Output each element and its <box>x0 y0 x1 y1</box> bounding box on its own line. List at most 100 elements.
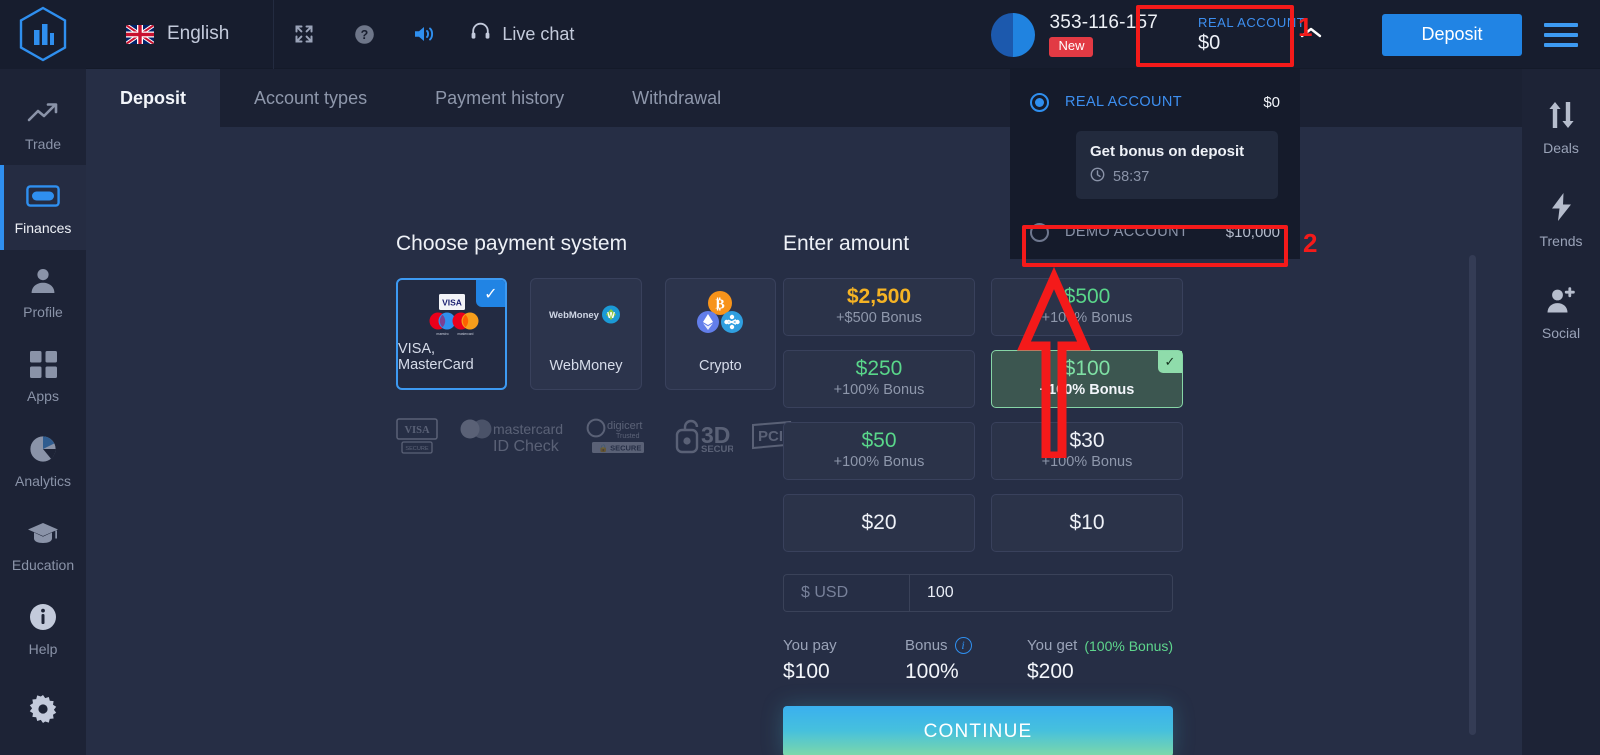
payment-method-label: VISA, MasterCard <box>398 341 474 373</box>
dropdown-option-real-account[interactable]: REAL ACCOUNT $0 <box>1010 83 1300 121</box>
avatar[interactable] <box>991 12 1036 57</box>
payment-method-crypto[interactable]: ₿ Crypto <box>664 278 776 390</box>
amount-option-30[interactable]: $30 +100% Bonus <box>991 422 1183 480</box>
amount-input[interactable] <box>909 574 1173 612</box>
sidebar-item-label: Apps <box>27 388 59 405</box>
summary-label: You pay <box>783 637 837 654</box>
sidebar-item-trade[interactable]: Trade <box>0 81 86 165</box>
bonus-title: Get bonus on deposit <box>1090 143 1245 160</box>
sidebar-item-label: Deals <box>1543 140 1579 156</box>
payment-system-section: Choose payment system VISA maestro <box>396 232 823 459</box>
headset-icon <box>470 21 491 47</box>
tab-account-types[interactable]: Account types <box>254 87 368 108</box>
hamburger-menu-button[interactable] <box>1522 0 1600 69</box>
uk-flag-icon <box>126 24 154 44</box>
sidebar-item-profile[interactable]: Profile <box>0 250 86 334</box>
summary-label-text: Bonus <box>905 637 948 654</box>
sidebar-item-finances[interactable]: Finances <box>0 165 86 250</box>
dropdown-option-demo-account[interactable]: DEMO ACCOUNT $10,000 <box>1010 213 1300 251</box>
section-title-amount: Enter amount <box>783 232 910 255</box>
tab-withdrawal[interactable]: Withdrawal <box>632 87 722 108</box>
account-dropdown: REAL ACCOUNT $0 Get bonus on deposit 58:… <box>1010 69 1300 259</box>
live-chat-label: Live chat <box>502 23 575 44</box>
deposit-button[interactable]: Deposit <box>1382 13 1522 56</box>
amount-value: $2,500 <box>846 285 912 309</box>
continue-button[interactable]: CONTINUE <box>783 706 1173 755</box>
payment-method-label: WebMoney <box>549 358 623 374</box>
top-bar: English ? <box>0 0 1600 69</box>
amount-option-100[interactable]: ✓ $100 +100% Bonus <box>991 350 1183 408</box>
app-logo[interactable] <box>0 0 86 69</box>
lightning-bolt-icon <box>1551 193 1572 224</box>
summary-label: You get (100% Bonus) <box>1027 637 1183 654</box>
dropdown-option-balance: $10,000 <box>1225 223 1280 241</box>
svg-text:🔒 SECURE: 🔒 SECURE <box>599 444 642 453</box>
digicert-trusted-secure-badge: digicert Trusted 🔒 SECURE <box>586 418 652 459</box>
scrollbar[interactable] <box>1469 255 1476 735</box>
mastercard-id-check-badge: mastercard ID Check <box>457 418 567 459</box>
annotation-marker-1: 1 <box>1298 12 1313 42</box>
fullscreen-icon[interactable] <box>274 0 334 69</box>
sidebar-item-settings[interactable] <box>0 671 86 755</box>
section-title-payment: Choose payment system <box>396 232 628 255</box>
amount-bonus: +100% Bonus <box>833 382 925 399</box>
bonus-card[interactable]: Get bonus on deposit 58:37 <box>1076 131 1278 199</box>
amount-option-50[interactable]: $50 +100% Bonus <box>783 422 975 480</box>
currency-label: $ USD <box>783 574 909 612</box>
radio-selected-icon <box>1030 92 1049 112</box>
question-circle-icon[interactable]: ? <box>334 0 394 69</box>
svg-text:WebMoney: WebMoney <box>549 310 600 321</box>
info-circle-icon[interactable]: i <box>954 637 972 654</box>
account-switcher[interactable]: REAL ACCOUNT $0 <box>1184 7 1342 62</box>
amount-input-row: $ USD <box>783 574 1173 612</box>
amount-bonus: +100% Bonus <box>1041 310 1133 327</box>
sidebar-item-education[interactable]: Education <box>0 502 86 586</box>
left-sidebar: Trade Finances Profile <box>0 69 86 755</box>
summary-row: You pay $100 Bonus i 100% You get (10 <box>783 637 1183 684</box>
account-id: 353-116-157 <box>1049 12 1158 34</box>
amount-option-250[interactable]: $250 +100% Bonus <box>783 350 975 408</box>
live-chat-button[interactable]: Live chat <box>470 0 574 69</box>
svg-text:W: W <box>607 311 615 320</box>
sidebar-item-help[interactable]: Help <box>0 587 86 671</box>
payment-method-label: Crypto <box>698 358 742 374</box>
amount-option-2500[interactable]: $2,500 +$500 Bonus <box>783 278 975 336</box>
summary-value: $100 <box>783 660 830 683</box>
sidebar-item-trends[interactable]: Trends <box>1522 175 1600 267</box>
amount-option-500[interactable]: $500 +100% Bonus <box>991 278 1183 336</box>
dropdown-option-label: REAL ACCOUNT <box>1065 94 1183 110</box>
amount-value: $50 <box>861 429 897 453</box>
sidebar-item-deals[interactable]: Deals <box>1522 83 1600 175</box>
3d-secure-badge: 3D SECURE <box>671 418 741 459</box>
tab-deposit[interactable]: Deposit <box>86 69 221 127</box>
security-badges: VISA SECURE mastercard ID Check <box>396 418 823 459</box>
amount-option-20[interactable]: $20 <box>783 494 975 552</box>
deposit-content: Choose payment system VISA maestro <box>86 127 1522 755</box>
svg-text:maestro: maestro <box>436 332 448 336</box>
check-icon: ✓ <box>476 280 506 307</box>
top-icon-group: ? Live chat <box>274 0 574 69</box>
speaker-icon[interactable] <box>394 0 454 69</box>
language-selector[interactable]: English <box>86 0 229 69</box>
divider <box>273 0 275 69</box>
payment-method-visa-mastercard[interactable]: VISA maestro mastercard ✓ VISA, MasterCa… <box>396 278 508 390</box>
payment-method-webmoney[interactable]: WebMoney W WebMoney <box>530 278 642 390</box>
person-icon <box>29 263 57 297</box>
annotation-marker-2: 2 <box>1303 228 1318 258</box>
right-sidebar: Deals Trends Social <box>1522 69 1600 755</box>
sidebar-item-apps[interactable]: Apps <box>0 334 86 418</box>
sidebar-item-social[interactable]: Social <box>1522 267 1600 359</box>
amount-value: $30 <box>1069 429 1105 453</box>
sidebar-item-label: Trends <box>1539 233 1583 249</box>
gear-icon <box>29 692 57 726</box>
sidebar-item-analytics[interactable]: Analytics <box>0 418 86 502</box>
summary-bonus-percent: (100% Bonus) <box>1084 637 1174 654</box>
summary-you-pay: You pay $100 <box>783 637 905 684</box>
tab-payment-history[interactable]: Payment history <box>435 87 565 108</box>
sidebar-item-label: Education <box>11 556 75 573</box>
amount-value: $250 <box>855 357 903 381</box>
amount-option-10[interactable]: $10 <box>991 494 1183 552</box>
tab-bar: Deposit Account types Payment history Wi… <box>86 69 1522 127</box>
bar-chart-hex-logo-icon <box>19 6 67 62</box>
